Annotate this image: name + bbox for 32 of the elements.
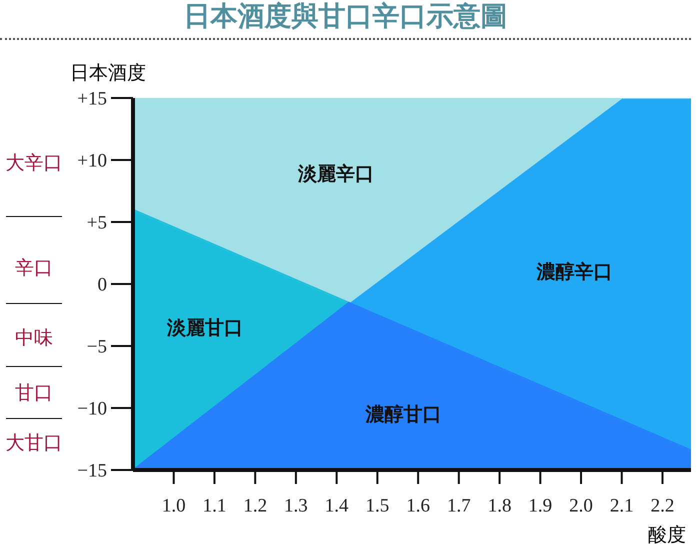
x-tick-label: 2.2 (650, 495, 674, 516)
x-tick-label: 2.0 (569, 495, 593, 516)
x-tick-label: 1.5 (366, 495, 390, 516)
x-tick-label: 1.8 (488, 495, 512, 516)
x-tick-label: 2.1 (610, 495, 634, 516)
y-tick-label: +5 (86, 212, 107, 234)
chart-title: 日本酒度與甘口辛口示意圖 (182, 0, 508, 34)
y-tick-label: −15 (77, 460, 107, 482)
x-tick-label: 1.4 (324, 495, 350, 516)
x-tick-label: 1.1 (202, 495, 226, 516)
text: 大辛口 (4, 151, 64, 175)
x-tick-label: 1.2 (243, 495, 268, 516)
x-axis-title: 酸度 (648, 523, 686, 548)
y-tick-label: +15 (77, 88, 107, 110)
x-tick-label: 1.6 (406, 495, 430, 516)
text: 中味 (14, 326, 54, 350)
x-tick-label: 1.0 (162, 495, 186, 516)
y-tick-label: +10 (77, 150, 107, 172)
annotation: 濃醇辛口 (536, 261, 613, 284)
text: 大甘口 (4, 431, 64, 455)
y-tick-label: −10 (77, 398, 107, 420)
x-tick-label: 1.7 (446, 495, 471, 516)
annotation: 淡麗辛口 (297, 163, 374, 186)
text: 辛口 (14, 256, 54, 280)
y-tick-label: 0 (98, 274, 107, 296)
x-tick-label: 1.3 (284, 495, 308, 516)
annotation: 濃醇甘口 (364, 403, 442, 426)
y-axis-title: 日本酒度 (70, 61, 146, 86)
y-tick-label: −5 (86, 336, 107, 358)
text: 甘口 (14, 381, 54, 405)
annotation: 淡麗甘口 (166, 317, 243, 340)
x-tick-label: 1.9 (528, 495, 552, 516)
